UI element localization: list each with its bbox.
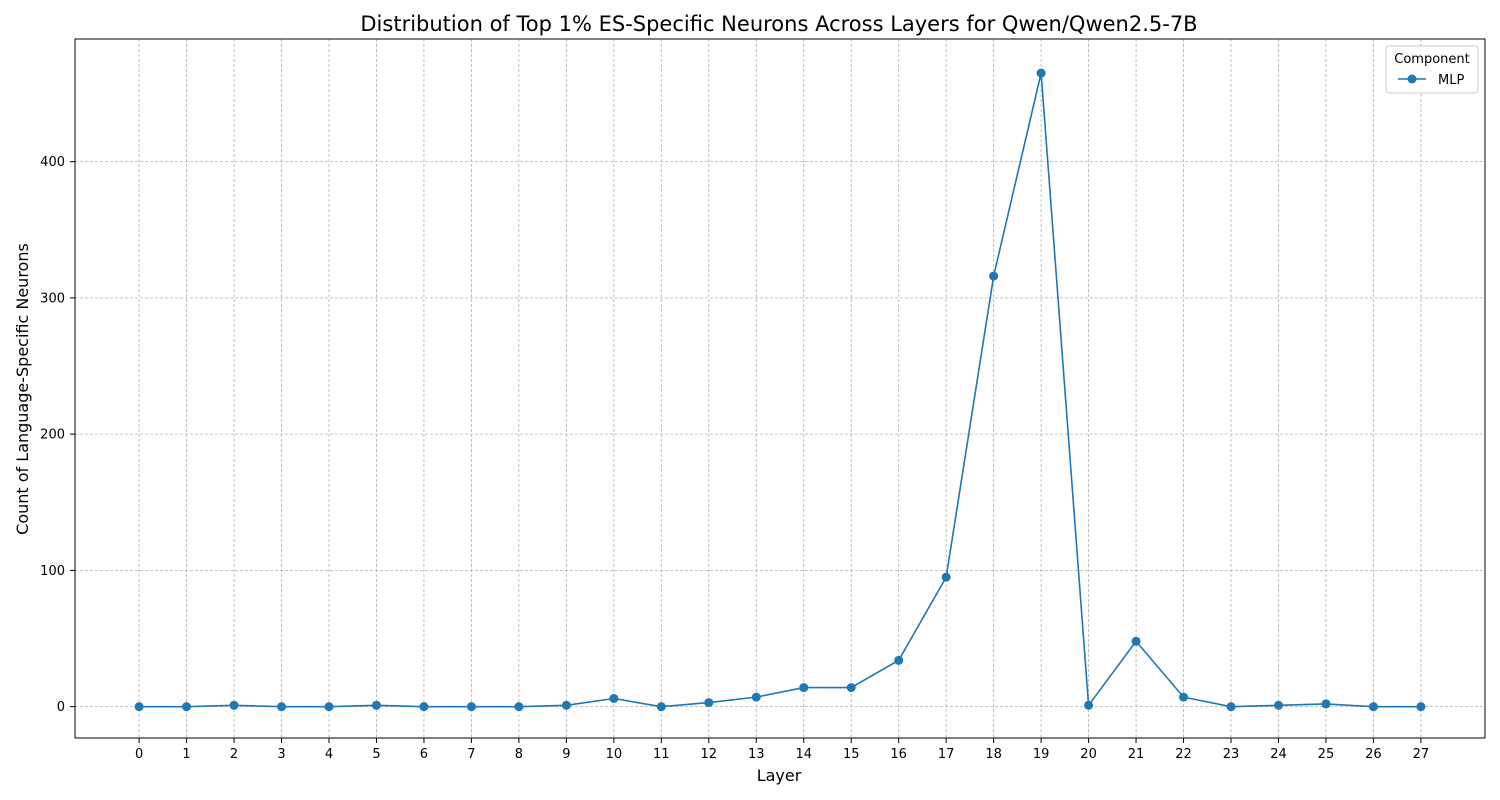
data-point: [1273, 700, 1283, 710]
y-tick-label: 300: [40, 291, 65, 306]
data-point: [704, 698, 714, 708]
series-line-mlp: [139, 72, 1421, 708]
data-point: [561, 700, 571, 710]
x-axis-label: Layer: [757, 766, 802, 785]
plot-area-frame: [74, 38, 1486, 739]
x-tick-label: 8: [515, 747, 523, 762]
data-point: [134, 702, 144, 712]
grid-lines: [75, 39, 1485, 738]
data-point: [324, 702, 334, 712]
y-axis-ticks: 0 100 200 300 400: [40, 155, 75, 715]
data-point: [894, 655, 904, 665]
x-tick-label: 5: [372, 747, 380, 762]
data-point: [1321, 699, 1331, 709]
x-axis-ticks: 0 1 2 3 4 5 6 7 8 9 10 11 12 13 14 15 16 17 18 19 20 21 22 23 24…: [135, 738, 1429, 762]
y-tick-label: 100: [40, 564, 65, 579]
y-tick-label: 0: [57, 700, 65, 715]
data-point: [514, 702, 524, 712]
data-point: [466, 702, 476, 712]
x-tick-label: 24: [1270, 747, 1287, 762]
x-tick-label: 21: [1128, 747, 1145, 762]
y-tick-label: 400: [40, 155, 65, 170]
x-tick-label: 20: [1080, 747, 1097, 762]
data-point: [846, 683, 856, 693]
data-point: [229, 700, 239, 710]
x-tick-label: 15: [843, 747, 860, 762]
data-point: [1131, 636, 1141, 646]
data-point: [1368, 702, 1378, 712]
data-point: [941, 572, 951, 582]
x-tick-label: 10: [606, 747, 623, 762]
legend-series-label: MLP: [1438, 73, 1464, 88]
legend-title: Component: [1394, 52, 1469, 67]
x-tick-label: 25: [1318, 747, 1335, 762]
x-tick-label: 14: [795, 747, 812, 762]
x-tick-label: 19: [1033, 747, 1050, 762]
data-point: [609, 693, 619, 703]
data-point: [1084, 700, 1094, 710]
data-point: [371, 700, 381, 710]
legend-series-marker: [1407, 74, 1417, 84]
x-tick-label: 11: [653, 747, 670, 762]
x-tick-label: 9: [562, 747, 570, 762]
x-tick-label: 12: [701, 747, 718, 762]
x-tick-label: 1: [182, 747, 190, 762]
x-tick-label: 13: [748, 747, 765, 762]
legend: Component MLP: [1385, 45, 1479, 94]
x-tick-label: 0: [135, 747, 143, 762]
data-point: [1226, 702, 1236, 712]
y-tick-label: 200: [40, 428, 65, 443]
data-point: [799, 683, 809, 693]
x-tick-label: 18: [985, 747, 1002, 762]
data-point: [277, 702, 287, 712]
y-axis-label: Count of Language-Specific Neurons: [13, 243, 32, 535]
data-point: [1036, 68, 1046, 78]
x-tick-label: 16: [890, 747, 907, 762]
x-tick-label: 3: [277, 747, 285, 762]
chart-title: Distribution of Top 1% ES-Specific Neuro…: [360, 12, 1197, 36]
data-point: [182, 702, 192, 712]
data-point: [656, 702, 666, 712]
x-tick-label: 26: [1365, 747, 1382, 762]
data-point: [1179, 692, 1189, 702]
x-tick-label: 23: [1223, 747, 1240, 762]
x-tick-label: 17: [938, 747, 955, 762]
x-tick-label: 22: [1175, 747, 1192, 762]
x-tick-label: 6: [420, 747, 428, 762]
data-point: [989, 271, 999, 281]
x-tick-label: 2: [230, 747, 238, 762]
x-tick-label: 4: [325, 747, 333, 762]
data-point: [751, 692, 761, 702]
x-tick-label: 7: [467, 747, 475, 762]
x-tick-label: 27: [1413, 747, 1430, 762]
data-point: [1416, 702, 1426, 712]
data-point: [419, 702, 429, 712]
series-layer: [134, 68, 1426, 712]
